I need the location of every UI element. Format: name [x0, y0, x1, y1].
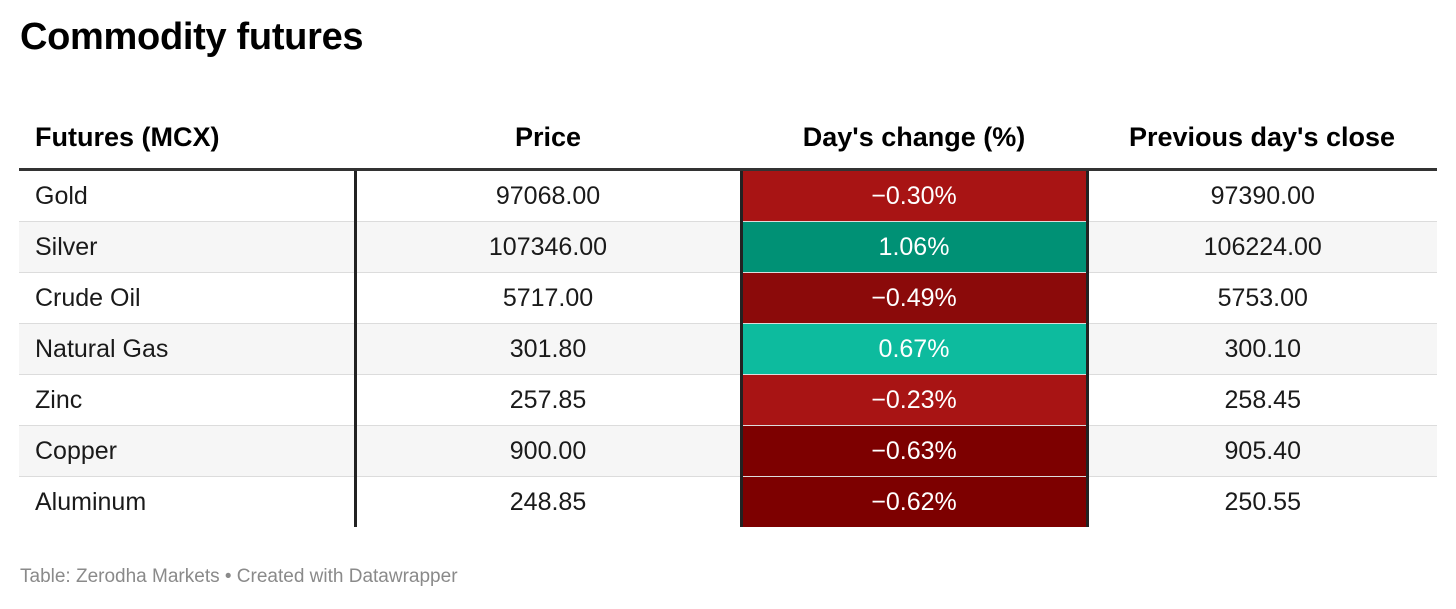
commodity-table: Futures (MCX) Price Day's change (%) Pre…: [19, 107, 1437, 527]
commodity-name-cell: Aluminum: [35, 487, 147, 516]
table-row: Aluminum 248.85 −0.62% 250.55: [19, 476, 1437, 527]
table-row: Copper 900.00 −0.63% 905.40: [19, 425, 1437, 477]
previous-close-cell: 905.40: [1087, 425, 1437, 477]
days-change-cell: −0.63%: [739, 425, 1089, 477]
previous-close-cell: 97390.00: [1087, 169, 1437, 222]
previous-close-cell: 300.10: [1087, 323, 1437, 375]
column-header-days-change[interactable]: Day's change (%): [741, 107, 1087, 171]
commodity-name-cell: Zinc: [19, 374, 355, 426]
previous-close-cell: 5753.00: [1087, 272, 1437, 324]
days-change-cell: 1.06%: [739, 221, 1089, 273]
column-header-previous-close[interactable]: Previous day's close: [1087, 107, 1437, 171]
source-footer: Table: Zerodha Markets • Created with Da…: [20, 566, 458, 587]
table-body: Gold 97068.00 −0.30% 97390.00 Silver 107346.0…: [19, 169, 1437, 527]
commodity-name-cell: Silver: [19, 221, 355, 273]
table-title: Commodity futures: [20, 16, 364, 58]
table-header-row: Futures (MCX) Price Day's change (%) Pre…: [19, 107, 1437, 171]
price-cell: 900.00: [353, 425, 741, 477]
price-cell: 248.85: [353, 476, 741, 527]
column-header-futures[interactable]: Futures (MCX): [19, 107, 355, 171]
price-cell: 97068.00: [353, 169, 741, 222]
days-change-cell: −0.23%: [739, 374, 1089, 426]
days-change-cell: −0.49%: [739, 272, 1089, 324]
commodity-table-container: Futures (MCX) Price Day's change (%) Pre…: [19, 107, 1437, 527]
days-change-cell: −0.30%: [739, 169, 1089, 222]
days-change-cell: 0.67%: [739, 323, 1089, 375]
table-row: Zinc 257.85 −0.23% 258.45: [19, 374, 1437, 426]
days-change-cell: −0.62%: [739, 476, 1089, 527]
previous-close-cell: 258.45: [1087, 374, 1437, 426]
table-row: Natural Gas 301.80 0.67% 300.10: [19, 323, 1437, 375]
previous-close-cell: 250.55: [1224, 487, 1301, 516]
commodity-name-cell: Crude Oil: [19, 272, 355, 324]
price-cell: 107346.00: [353, 221, 741, 273]
previous-close-cell: 106224.00: [1087, 221, 1437, 273]
commodity-name-cell: Gold: [19, 169, 355, 222]
price-cell: 257.85: [353, 374, 741, 426]
commodity-name-cell: Natural Gas: [19, 323, 355, 375]
price-cell: 301.80: [353, 323, 741, 375]
table-row: Crude Oil 5717.00 −0.49% 5753.00: [19, 272, 1437, 324]
column-header-price[interactable]: Price: [355, 107, 741, 171]
commodity-name-cell: Copper: [19, 425, 355, 477]
table-row: Silver 107346.00 1.06% 106224.00: [19, 221, 1437, 273]
price-cell: 5717.00: [353, 272, 741, 324]
table-row: Gold 97068.00 −0.30% 97390.00: [19, 169, 1437, 222]
